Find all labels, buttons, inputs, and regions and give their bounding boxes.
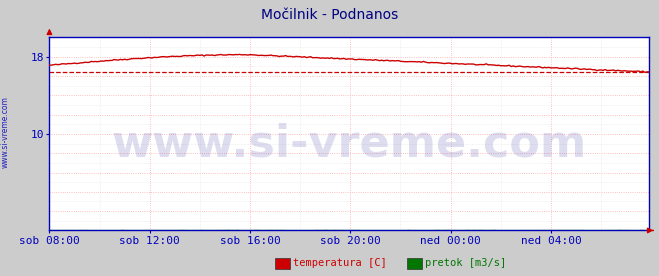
- Text: pretok [m3/s]: pretok [m3/s]: [425, 258, 506, 268]
- Text: www.si-vreme.com: www.si-vreme.com: [1, 97, 10, 168]
- Text: temperatura [C]: temperatura [C]: [293, 258, 387, 268]
- Text: www.si-vreme.com: www.si-vreme.com: [111, 122, 587, 165]
- Text: Močilnik - Podnanos: Močilnik - Podnanos: [261, 8, 398, 22]
